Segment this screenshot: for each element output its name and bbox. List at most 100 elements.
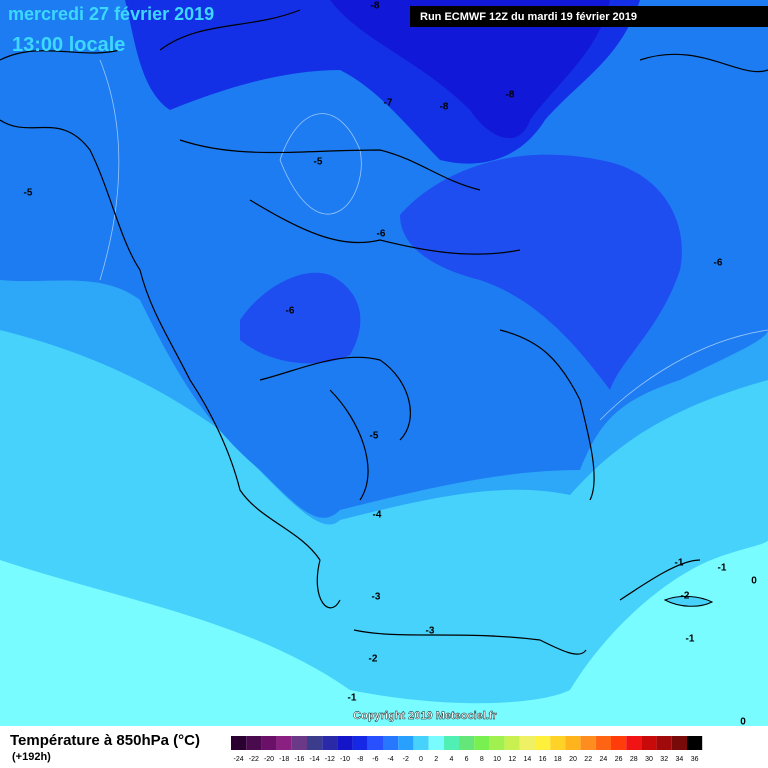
zone-minus6-west xyxy=(240,272,361,364)
legend-tick: 22 xyxy=(584,756,592,763)
legend-title: Température à 850hPa (°C) xyxy=(10,732,200,749)
legend-tick: 12 xyxy=(508,756,516,763)
contour-labels: -8 -7 -8 -8 -5 -5 -6 -6 -6 -5 -4 -3 -3 -2 -1 -1 -1 0 -2 -1 0 xyxy=(24,1,758,728)
legend-tick: 4 xyxy=(449,756,453,763)
contour-label: -5 xyxy=(24,188,33,199)
color-swatch xyxy=(246,736,262,750)
color-swatch xyxy=(626,736,642,750)
color-swatch xyxy=(322,736,338,750)
color-swatch xyxy=(383,736,399,750)
legend-tick: 16 xyxy=(539,756,547,763)
contour-label: -6 xyxy=(286,306,295,317)
contour-label: -2 xyxy=(681,591,690,602)
color-swatch xyxy=(535,736,551,750)
legend-tick: -4 xyxy=(387,756,393,763)
color-swatch xyxy=(671,736,687,750)
legend-tick: -14 xyxy=(310,756,320,763)
lead-time: (+192h) xyxy=(12,751,51,763)
legend-tick: 20 xyxy=(569,756,577,763)
color-swatch xyxy=(641,736,657,750)
contour-label: -5 xyxy=(370,431,379,442)
contour-label: -4 xyxy=(373,510,382,521)
color-swatch xyxy=(459,736,475,750)
run-info: Run ECMWF 12Z du mardi 19 février 2019 xyxy=(420,11,637,23)
color-swatch xyxy=(474,736,490,750)
contour-label: -1 xyxy=(718,563,727,574)
contour-label: -3 xyxy=(372,592,381,603)
legend-tick: 30 xyxy=(645,756,653,763)
color-swatch xyxy=(367,736,383,750)
color-swatch xyxy=(611,736,627,750)
color-swatch xyxy=(504,736,520,750)
contour-label: -7 xyxy=(384,98,393,109)
time: 13:00 locale xyxy=(12,34,125,56)
legend-tick: -22 xyxy=(249,756,259,763)
color-swatch xyxy=(443,736,459,750)
color-swatch xyxy=(489,736,505,750)
legend-tick: -6 xyxy=(372,756,378,763)
color-swatch xyxy=(687,736,703,750)
color-swatch xyxy=(595,736,611,750)
color-swatch xyxy=(398,736,414,750)
zone-minus6-east xyxy=(400,154,682,390)
contour-label: -3 xyxy=(426,626,435,637)
color-swatch xyxy=(656,736,672,750)
legend-tick: 8 xyxy=(480,756,484,763)
legend-tick: 0 xyxy=(419,756,423,763)
contour-label: -8 xyxy=(440,102,449,113)
contour-label: -5 xyxy=(314,157,323,168)
color-swatch xyxy=(276,736,292,750)
legend-tick: 6 xyxy=(465,756,469,763)
legend-tick: 14 xyxy=(524,756,532,763)
legend-tick: 28 xyxy=(630,756,638,763)
color-swatch xyxy=(337,736,353,750)
contour-label: -2 xyxy=(369,654,378,665)
zone-minus5 xyxy=(0,0,768,518)
date: mercredi 27 février 2019 xyxy=(8,4,214,24)
legend-tick: 32 xyxy=(660,756,668,763)
island xyxy=(663,595,714,607)
legend-tick: -10 xyxy=(340,756,350,763)
color-swatch xyxy=(519,736,535,750)
color-swatch xyxy=(307,736,323,750)
legend-tick: 26 xyxy=(615,756,623,763)
contour-label: -8 xyxy=(371,1,380,12)
contour-label: 0 xyxy=(740,717,746,728)
legend-tick: 2 xyxy=(434,756,438,763)
legend-tick: -18 xyxy=(279,756,289,763)
contour-label: -8 xyxy=(506,90,515,101)
zone-minus8 xyxy=(330,0,610,139)
legend-tick: -8 xyxy=(357,756,363,763)
contour-label: 0 xyxy=(751,576,757,587)
map xyxy=(0,0,768,726)
contour-label: -1 xyxy=(348,693,357,704)
contour-label: -1 xyxy=(686,634,695,645)
color-swatch xyxy=(352,736,368,750)
color-swatch xyxy=(565,736,581,750)
legend-tick: 10 xyxy=(493,756,501,763)
run-box xyxy=(410,6,768,27)
legend-tick: 34 xyxy=(676,756,684,763)
color-swatch xyxy=(580,736,596,750)
legend-tick: 18 xyxy=(554,756,562,763)
contour-label: -6 xyxy=(377,229,386,240)
color-swatch xyxy=(231,736,247,750)
legend-tick: 24 xyxy=(600,756,608,763)
legend-tick: -12 xyxy=(325,756,335,763)
legend-tick: -2 xyxy=(403,756,409,763)
color-swatch xyxy=(428,736,444,750)
copyright: Copyright 2019 Meteociel.fr xyxy=(353,710,497,722)
legend-tick: -16 xyxy=(294,756,304,763)
color-scale: -24 -22 -20 -18 -16 -14 -12 -10 -8 -6 -4 -2 0 2 4 6 8 10 1… xyxy=(231,736,703,763)
isotherm xyxy=(99,59,768,421)
contour-label: -1 xyxy=(675,558,684,569)
contour-label: -6 xyxy=(714,258,723,269)
legend-tick: 36 xyxy=(691,756,699,763)
color-swatch xyxy=(291,736,307,750)
coastline xyxy=(0,9,768,655)
legend-tick: -24 xyxy=(234,756,244,763)
color-swatch xyxy=(550,736,566,750)
color-swatch xyxy=(261,736,277,750)
color-swatch xyxy=(413,736,429,750)
